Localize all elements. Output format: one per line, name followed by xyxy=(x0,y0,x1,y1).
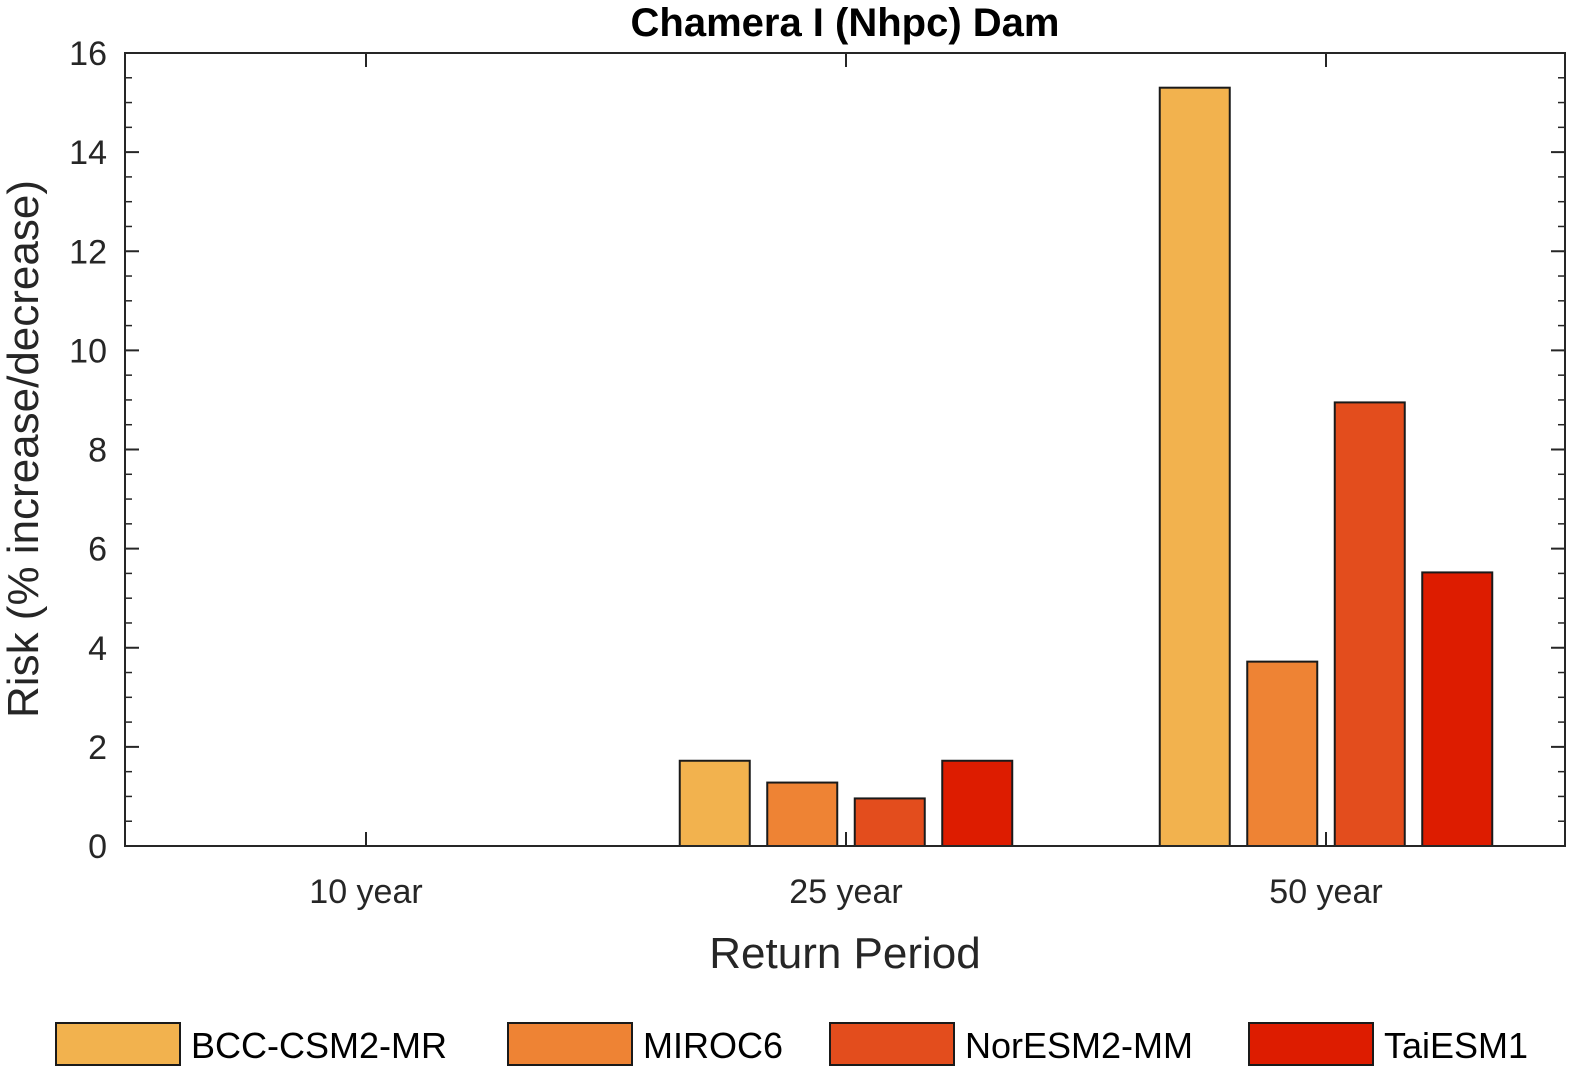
legend-label: BCC-CSM2-MR xyxy=(191,1025,447,1066)
legend-swatch xyxy=(1248,1022,1374,1066)
bar-taiesm1-25-year xyxy=(941,759,1014,847)
y-tick-label: 16 xyxy=(69,35,107,73)
bars-layer xyxy=(678,86,1494,848)
bar-taiesm1-50-year xyxy=(1421,571,1494,847)
y-axis-label: Risk (% increase/decrease) xyxy=(0,180,48,718)
legend-item-noresm2-mm: NorESM2-MM xyxy=(829,1022,1193,1066)
chart-title: Chamera I (Nhpc) Dam xyxy=(631,1,1060,45)
bar-bcc-csm2-mr-25-year xyxy=(678,759,751,847)
bar-noresm2-mm-50-year xyxy=(1333,401,1406,847)
x-tick-label: 50 year xyxy=(1269,873,1382,911)
bar-bcc-csm2-mr-50-year xyxy=(1158,86,1231,848)
x-tick-label: 10 year xyxy=(309,873,422,911)
legend-label: TaiESM1 xyxy=(1384,1025,1528,1066)
legend-swatch xyxy=(55,1022,181,1066)
legend: BCC-CSM2-MR MIROC6 NorESM2-MM TaiESM1 xyxy=(55,1022,1528,1066)
x-tick-labels: 10 year 25 year 50 year xyxy=(309,873,1382,911)
y-tick-label: 14 xyxy=(69,134,107,172)
y-tick-label: 6 xyxy=(88,531,107,569)
legend-label: NorESM2-MM xyxy=(965,1025,1193,1066)
legend-swatch xyxy=(829,1022,955,1066)
y-tick-label: 12 xyxy=(69,233,107,271)
legend-item-bcc-csm2-mr: BCC-CSM2-MR xyxy=(55,1022,447,1066)
y-tick-label: 4 xyxy=(88,630,107,668)
x-tick-label: 25 year xyxy=(789,873,902,911)
bar-miroc6-50-year xyxy=(1246,660,1319,847)
legend-item-miroc6: MIROC6 xyxy=(507,1022,783,1066)
legend-swatch xyxy=(507,1022,633,1066)
y-tick-labels: 0 2 4 6 8 10 12 14 16 xyxy=(69,35,107,866)
bar-miroc6-25-year xyxy=(766,781,839,847)
legend-label: MIROC6 xyxy=(643,1025,783,1066)
legend-item-taiesm1: TaiESM1 xyxy=(1248,1022,1528,1066)
ticks-layer xyxy=(125,52,1565,847)
x-axis-label: Return Period xyxy=(709,929,980,978)
y-tick-label: 10 xyxy=(69,332,107,370)
y-tick-label: 8 xyxy=(88,432,107,470)
bar-noresm2-mm-25-year xyxy=(853,797,926,847)
y-tick-label: 2 xyxy=(88,729,107,767)
y-tick-label: 0 xyxy=(88,828,107,866)
